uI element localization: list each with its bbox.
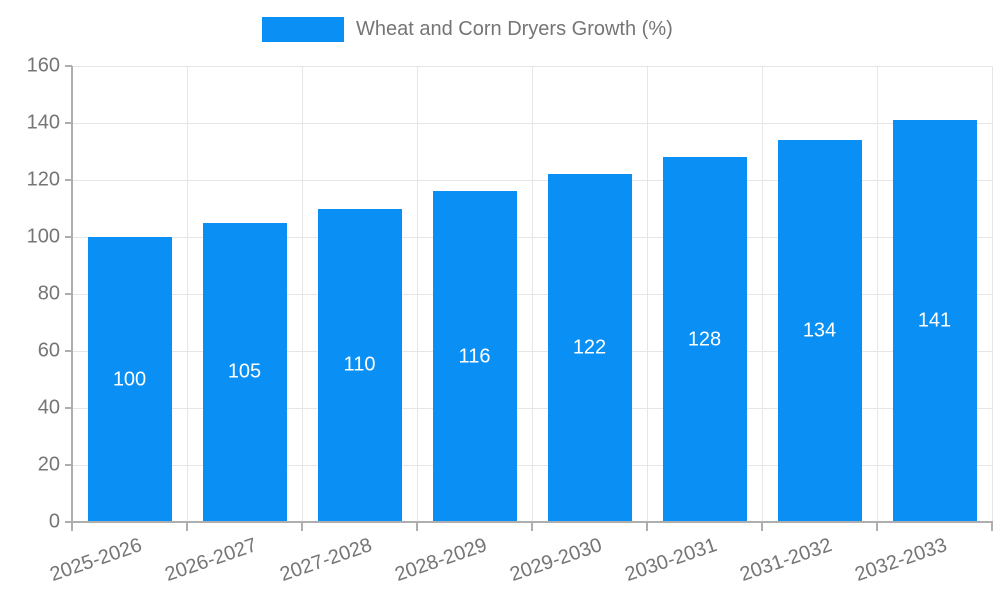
bar [777,140,862,522]
x-axis-category-label: 2030-2031 [622,534,720,586]
x-axis-category-label: 2026-2027 [162,534,260,586]
legend-label: Wheat and Corn Dryers Growth (%) [356,18,673,40]
x-axis-tick [531,522,533,531]
y-axis-tick-label: 20 [37,453,60,476]
y-axis-tick-label: 120 [26,168,60,191]
x-axis-tick [646,522,648,531]
x-axis-tick [301,522,303,531]
x-axis-category-label: 2031-2032 [737,534,835,586]
y-axis-tick [65,236,72,238]
y-axis-tick [65,179,72,181]
y-axis-tick [65,350,72,352]
bar-value-label: 141 [917,309,952,332]
y-axis-tick-label: 160 [26,54,60,77]
y-axis-line [71,66,73,523]
y-axis-tick-label: 80 [37,282,60,305]
gridline-vertical [531,66,533,522]
gridline-vertical [416,66,418,522]
bar [892,120,977,522]
y-axis-tick-label: 100 [26,225,60,248]
x-axis-tick [71,522,73,531]
bar [87,237,172,522]
bar [547,174,632,522]
gridline-vertical [876,66,878,522]
bar [432,191,517,522]
gridline-vertical [301,66,303,522]
bar-value-label: 128 [687,328,722,351]
bar-value-label: 122 [572,336,607,359]
y-axis-tick [65,293,72,295]
gridline-vertical [186,66,188,522]
gridline-vertical [646,66,648,522]
x-axis-tick [991,522,993,531]
x-axis-tick [761,522,763,531]
x-axis-category-label: 2029-2030 [507,534,605,586]
x-axis-tick [416,522,418,531]
bar [202,222,287,522]
bar-value-label: 110 [343,353,376,376]
y-axis-tick-label: 40 [37,396,60,419]
y-axis-tick [65,521,72,523]
y-axis-tick [65,464,72,466]
bar-value-label: 105 [227,360,262,383]
legend-swatch [262,17,344,42]
x-axis-tick [876,522,878,531]
bar [662,157,747,522]
x-axis-category-label: 2028-2029 [392,534,490,586]
bar-value-label: 116 [458,345,491,368]
gridline-vertical [991,66,993,522]
y-axis-tick-label: 60 [37,339,60,362]
bar [317,208,402,522]
x-axis-category-label: 2025-2026 [47,534,145,586]
bar-value-label: 134 [802,319,837,342]
y-axis-tick-label: 140 [26,111,60,134]
y-axis-tick [65,407,72,409]
y-axis-tick-label: 0 [48,510,60,533]
bar-value-label: 100 [112,368,147,390]
y-axis-tick [65,65,72,67]
x-axis-category-label: 2027-2028 [277,534,375,586]
legend[interactable]: Wheat and Corn Dryers Growth (%) [262,17,673,42]
plot-area: 100 105 110 116 122 128 134 141 [72,65,993,522]
gridline-vertical [761,66,763,522]
x-axis-category-label: 2032-2033 [852,534,950,586]
y-axis-tick [65,122,72,124]
x-axis-tick [186,522,188,531]
